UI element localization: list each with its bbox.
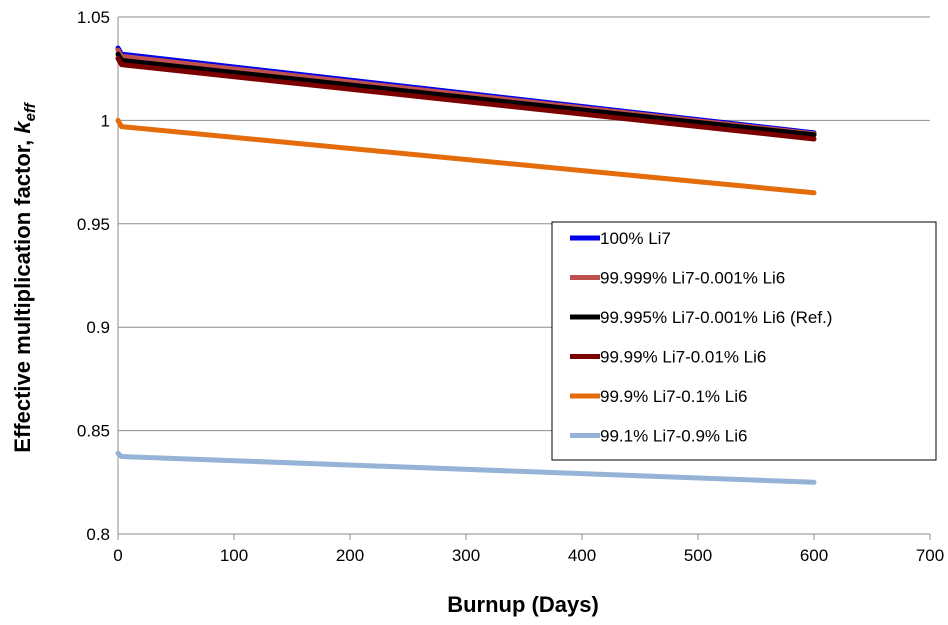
legend-label-3: 99.995% Li7-0.001% Li6 (Ref.) (600, 308, 832, 327)
y-tick-label: 0.85 (77, 422, 110, 441)
x-tick-label: 300 (452, 546, 480, 565)
series-line-4 (115, 55, 817, 142)
y-tick-label: 1.05 (77, 8, 110, 27)
x-tick-label: 200 (336, 546, 364, 565)
y-tick-label: 1 (101, 111, 110, 130)
y-axis-title: Effective multiplication factor, keff (10, 101, 39, 452)
legend-label-2: 99.999% Li7-0.001% Li6 (600, 269, 785, 288)
y-tick-label: 0.8 (86, 525, 110, 544)
y-axis-title-subscript: eff (22, 101, 39, 121)
x-tick-label: 100 (220, 546, 248, 565)
axes (117, 17, 930, 535)
y-axis-title-text: Effective multiplication factor, (10, 134, 35, 453)
legend-label-4: 99.99% Li7-0.01% Li6 (600, 348, 766, 367)
x-tick-label: 700 (916, 546, 944, 565)
x-tick-label: 500 (684, 546, 712, 565)
legend-box (551, 221, 937, 461)
x-axis-title: Burnup (Days) (447, 592, 599, 617)
legend-label-1: 100% Li7 (600, 229, 671, 248)
series-line-6 (115, 450, 817, 485)
legend-label-5: 99.9% Li7-0.1% Li6 (600, 387, 747, 406)
x-tick-label: 0 (113, 546, 122, 565)
legend-label-6: 99.1% Li7-0.9% Li6 (600, 427, 747, 446)
series-line-5 (115, 117, 817, 196)
y-axis-title-symbol: k (10, 120, 35, 134)
x-tick-label: 600 (800, 546, 828, 565)
x-tick-labels: 0 100 200 300 400 500 600 700 (113, 534, 944, 565)
series-lines (115, 45, 817, 485)
y-tick-labels: 0.8 0.85 0.9 0.95 1 1.05 (77, 8, 110, 544)
x-tick-label: 400 (568, 546, 596, 565)
legend: 100% Li7 99.999% Li7-0.001% Li6 99.995% Li… (551, 221, 937, 461)
y-tick-label: 0.95 (77, 215, 110, 234)
y-tick-label: 0.9 (86, 318, 110, 337)
